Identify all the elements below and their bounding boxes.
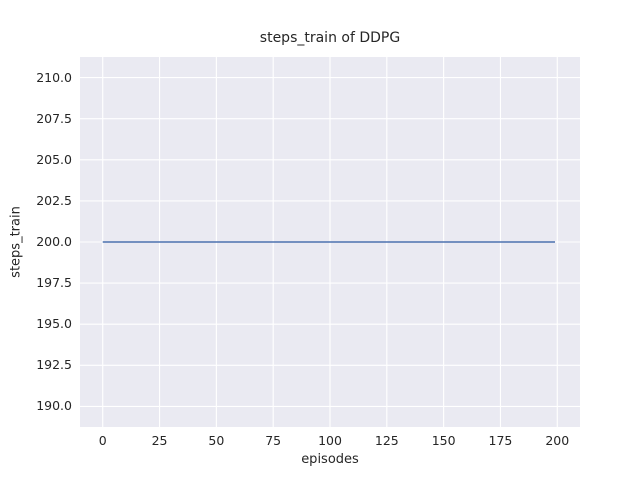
y-tick-label: 200.0 [36,234,72,249]
y-tick-label: 210.0 [36,69,72,85]
x-axis-label: episodes [301,452,359,467]
y-tick-label: 207.5 [36,110,72,126]
x-tick-label: 175 [488,433,513,448]
x-tick-label: 0 [98,433,107,448]
y-tick-label: 202.5 [36,192,72,208]
y-tick-label: 195.0 [36,316,72,332]
plot-svg [80,57,580,427]
y-tick-label: 192.5 [36,357,72,373]
chart-title: steps_train of DDPG [259,30,401,46]
x-tick-label: 200 [545,433,570,448]
y-tick-label: 205.0 [36,151,72,167]
x-tick-label: 25 [151,433,168,448]
y-tick-label: 197.5 [36,275,72,291]
y-tick-label: 190.0 [36,398,72,414]
x-tick-label: 50 [208,433,225,448]
x-tick-label: 75 [265,433,282,448]
x-tick-label: 150 [431,433,456,448]
x-tick-label: 125 [374,433,399,448]
x-tick-label: 100 [318,433,342,448]
y-axis-label: steps_train [8,206,24,278]
plot-area [80,57,580,427]
